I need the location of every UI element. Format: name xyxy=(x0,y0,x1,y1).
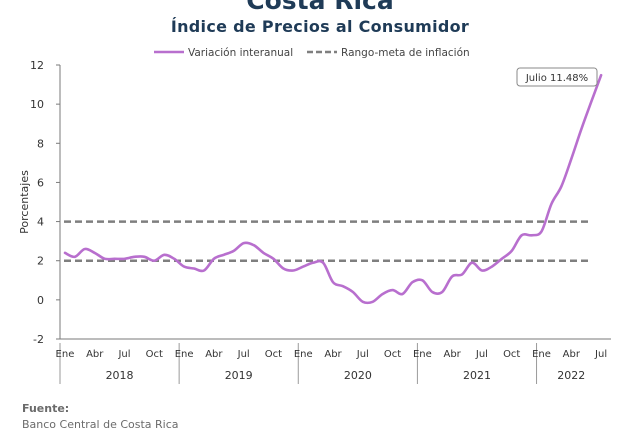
x-year-label: 2019 xyxy=(225,369,253,382)
series-line-variacion-interanual xyxy=(63,73,603,305)
y-tick-label: 4 xyxy=(37,216,44,229)
data-point xyxy=(491,265,493,267)
x-tick-label: Abr xyxy=(205,349,223,360)
data-point xyxy=(203,269,205,271)
data-point xyxy=(580,128,582,130)
data-point xyxy=(382,293,384,295)
x-year-label: 2021 xyxy=(463,369,491,382)
data-point xyxy=(223,254,225,256)
data-point xyxy=(302,265,304,267)
x-tick-label: Ene xyxy=(413,349,432,360)
data-point xyxy=(312,262,314,264)
data-point xyxy=(143,256,145,258)
x-tick-label: Abr xyxy=(563,349,581,360)
x-tick-label: Ene xyxy=(175,349,194,360)
data-point xyxy=(183,265,185,267)
data-point xyxy=(193,267,195,269)
data-point xyxy=(540,230,542,232)
x-tick-label: Jul xyxy=(237,349,250,360)
data-point xyxy=(461,273,463,275)
source-label: Fuente: xyxy=(22,402,70,415)
data-point xyxy=(471,262,473,264)
x-tick-label: Oct xyxy=(384,349,401,360)
annotation-label: Julio 11.48% xyxy=(525,73,588,84)
data-point xyxy=(213,258,215,260)
data-point xyxy=(352,291,354,293)
x-tick-label: Ene xyxy=(532,349,551,360)
x-tick-label: Oct xyxy=(503,349,520,360)
y-tick-label: 12 xyxy=(30,59,44,72)
x-tick-label: Abr xyxy=(443,349,461,360)
y-tick-label: -2 xyxy=(33,333,44,346)
chart-title: Índice de Precios al Consumidor xyxy=(170,17,470,36)
data-point xyxy=(342,285,344,287)
y-axis-title: Porcentajes xyxy=(18,170,31,234)
data-point xyxy=(372,301,374,303)
data-point xyxy=(441,291,443,293)
data-point xyxy=(332,281,334,283)
x-tick-label: Abr xyxy=(324,349,342,360)
data-point xyxy=(104,258,106,260)
data-point xyxy=(391,289,393,291)
data-point xyxy=(600,74,602,76)
data-point xyxy=(550,203,552,205)
data-point xyxy=(64,252,66,254)
data-point xyxy=(501,258,503,260)
legend-label-target: Rango-meta de inflación xyxy=(341,47,470,59)
data-point xyxy=(272,258,274,260)
x-year-label: 2020 xyxy=(344,369,372,382)
data-point xyxy=(153,260,155,262)
x-year-label: 2022 xyxy=(557,369,585,382)
x-tick-label: Oct xyxy=(265,349,282,360)
data-point xyxy=(292,269,294,271)
x-tick-label: Oct xyxy=(146,349,163,360)
data-point xyxy=(590,101,592,103)
data-point xyxy=(282,267,284,269)
data-point xyxy=(262,252,264,254)
data-point xyxy=(113,258,115,260)
data-point xyxy=(401,293,403,295)
data-point xyxy=(481,269,483,271)
data-point xyxy=(173,258,175,260)
x-tick-label: Jul xyxy=(475,349,488,360)
page-title: Costa Rica xyxy=(246,0,394,15)
data-point xyxy=(511,250,513,252)
x-tick-label: Jul xyxy=(594,349,607,360)
x-tick-label: Ene xyxy=(294,349,313,360)
y-tick-label: 0 xyxy=(37,294,44,307)
x-tick-label: Jul xyxy=(117,349,130,360)
data-point xyxy=(322,262,324,264)
y-tick-label: 6 xyxy=(37,176,44,189)
annotation-box xyxy=(516,67,598,87)
y-tick-label: 2 xyxy=(37,255,44,268)
data-point xyxy=(133,256,135,258)
y-tick-label: 10 xyxy=(30,98,44,111)
data-point xyxy=(520,234,522,236)
data-point xyxy=(163,254,165,256)
data-point xyxy=(451,275,453,277)
data-point xyxy=(411,281,413,283)
data-point xyxy=(84,248,86,250)
data-point xyxy=(94,252,96,254)
data-point xyxy=(243,242,245,244)
x-tick-label: Ene xyxy=(56,349,75,360)
data-point xyxy=(421,279,423,281)
legend-label-series: Variación interanual xyxy=(188,47,293,59)
data-point xyxy=(74,256,76,258)
data-point xyxy=(530,234,532,236)
data-point xyxy=(362,301,364,303)
data-point xyxy=(252,244,254,246)
x-tick-label: Abr xyxy=(86,349,104,360)
data-point xyxy=(123,258,125,260)
x-year-label: 2018 xyxy=(106,369,134,382)
x-tick-label: Jul xyxy=(356,349,369,360)
data-point xyxy=(233,250,235,252)
data-point xyxy=(431,291,433,293)
source-text: Banco Central de Costa Rica xyxy=(22,418,179,431)
y-tick-label: 8 xyxy=(37,137,44,150)
data-point xyxy=(560,185,562,187)
data-point xyxy=(570,158,572,160)
